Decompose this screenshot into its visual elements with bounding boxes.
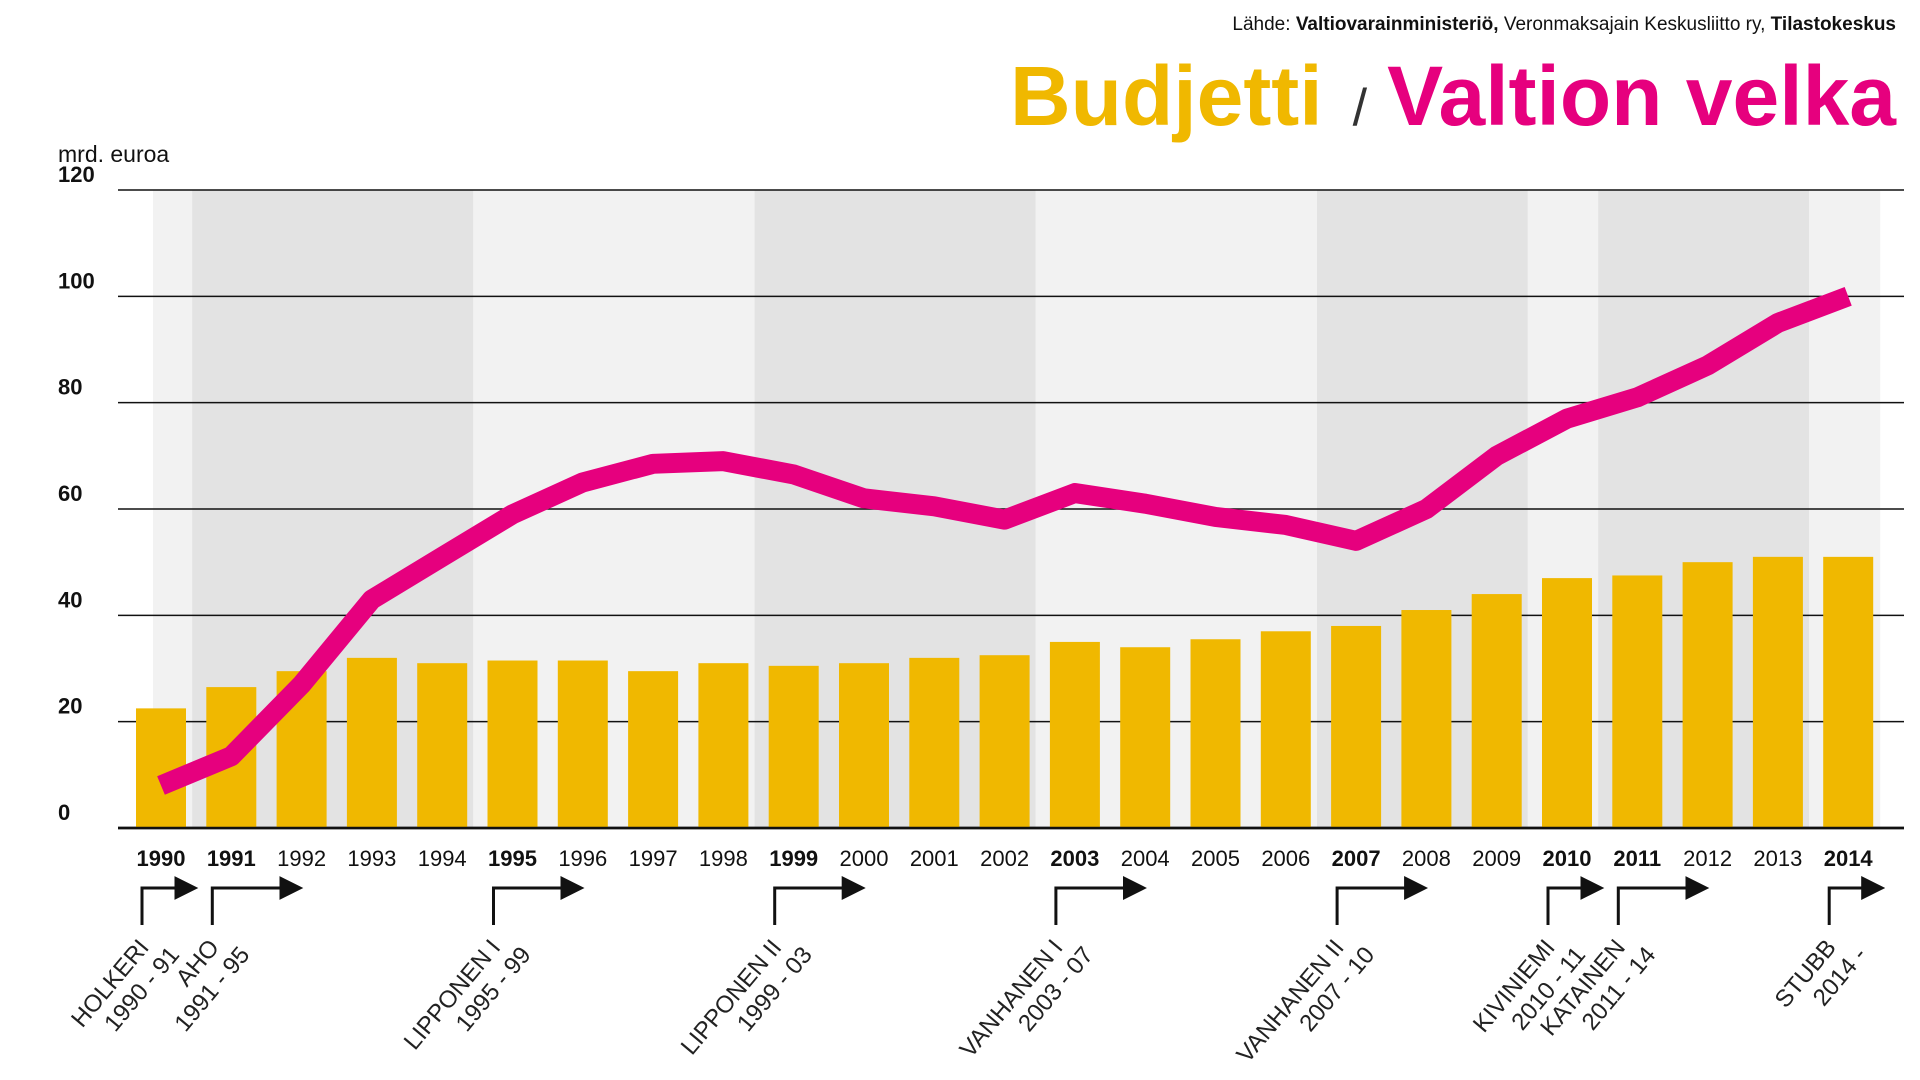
bar [417, 663, 468, 828]
x-tick-label: 2009 [1472, 846, 1521, 871]
x-tick-label: 1999 [769, 846, 818, 871]
y-tick-label: 60 [58, 481, 82, 506]
x-tick-label: 2005 [1191, 846, 1240, 871]
y-tick-label: 40 [58, 587, 82, 612]
term-arrow [492, 876, 585, 925]
bar [1260, 631, 1311, 828]
bar [1401, 610, 1452, 828]
term-arrow [1054, 876, 1147, 925]
x-tick-label: 1995 [488, 846, 537, 871]
bar [1049, 641, 1100, 828]
x-tick-label: 2004 [1121, 846, 1170, 871]
x-tick-label: 2001 [910, 846, 959, 871]
bar [1682, 562, 1733, 828]
term-arrow [1335, 876, 1429, 925]
x-tick-label: 1997 [629, 846, 678, 871]
x-tick-label: 1992 [277, 846, 326, 871]
x-tick-label: 2006 [1261, 846, 1310, 871]
source-part: Veronmaksajain Keskusliitto ry, [1504, 14, 1766, 35]
x-tick-label: 2007 [1332, 846, 1381, 871]
line [157, 286, 1852, 795]
y-tick-label: 20 [58, 694, 82, 719]
x-tick-label: 2008 [1402, 846, 1451, 871]
source: Lähde: Valtiovarainministeriö, Veronmaks… [1232, 14, 1896, 35]
x-tick-label: 2014 [1824, 846, 1874, 871]
legend-entry: Budjetti [1010, 49, 1323, 143]
x-tick-label: 2000 [840, 846, 889, 871]
bar [487, 660, 538, 828]
legend-entry: Valtion velka [1387, 49, 1897, 143]
x-tick-label: 2012 [1683, 846, 1732, 871]
term-arrow [140, 876, 199, 925]
bar [909, 657, 960, 828]
bar [1752, 556, 1803, 828]
bar [698, 663, 749, 828]
legend-separator: / [1353, 79, 1368, 137]
source-part: Tilastokeskus [1771, 14, 1896, 35]
bar [979, 655, 1030, 828]
bar [1190, 639, 1241, 828]
x-tick-label: 1994 [418, 846, 467, 871]
y-axis-label: mrd. euroa [58, 141, 169, 167]
term-arrow [1616, 876, 1710, 925]
term-arrow [1546, 876, 1605, 925]
term-arrow [773, 876, 866, 925]
x-tick-label: 2011 [1613, 846, 1661, 871]
bar [346, 657, 397, 828]
x-tick-label: 1996 [558, 846, 607, 871]
term-arrow [1827, 876, 1886, 925]
bar [1612, 575, 1663, 828]
x-tick-label: 2002 [980, 846, 1029, 871]
x-tick-label: 2010 [1543, 846, 1592, 871]
x-tick-label: 2003 [1050, 846, 1099, 871]
y-tick-label: 0 [58, 800, 70, 825]
bar [1471, 594, 1522, 828]
x-tick-label: 1998 [699, 846, 748, 871]
bar [1823, 556, 1874, 828]
bar [839, 663, 889, 828]
bar [557, 660, 608, 828]
x-tick-label: 1991 [207, 846, 256, 871]
bar [1120, 647, 1171, 828]
x-tick-label: 1990 [137, 846, 186, 871]
y-tick-label: 80 [58, 375, 82, 400]
bar [1542, 578, 1592, 828]
source-part: Lähde: [1232, 14, 1290, 35]
bar [768, 665, 819, 828]
x-tick-label: 1993 [347, 846, 396, 871]
y-tick-label: 120 [58, 162, 95, 187]
bar [628, 671, 679, 828]
x-tick-label: 2013 [1753, 846, 1802, 871]
source-part: Valtiovarainministeriö, [1296, 14, 1499, 35]
legend: Budjetti / Valtion velka [1010, 49, 1897, 143]
bar [1331, 625, 1382, 828]
term-arrow [210, 876, 304, 925]
y-tick-label: 100 [58, 268, 95, 293]
